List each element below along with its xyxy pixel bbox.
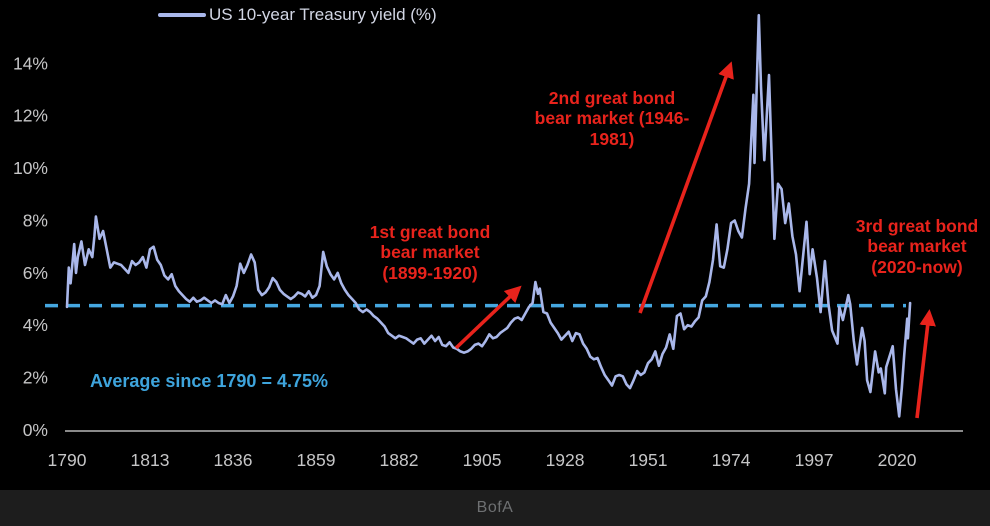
annotation-first-bear-market: 1st great bond bear market (1899-1920): [369, 222, 491, 283]
arrow-first-bear-market: [454, 285, 522, 350]
y-axis-tick-label: 12%: [13, 106, 48, 126]
annotation-third-bear-market: 3rd great bond bear market (2020-now): [855, 216, 979, 277]
x-axis-tick-label: 1859: [297, 450, 336, 470]
y-axis-tick-label: 4%: [23, 315, 48, 335]
x-axis-tick-label: 1790: [48, 450, 87, 470]
y-axis-tick-label: 2%: [23, 368, 48, 388]
x-axis-tick-label: 1813: [131, 450, 170, 470]
legend-label: US 10-year Treasury yield (%): [209, 5, 437, 24]
chart-canvas: 0% 2% 4% 6% 8% 10% 12% 14% 1790 1813 1836 1859 1882 1…: [13, 13, 963, 470]
y-axis-tick-label: 6%: [23, 263, 48, 283]
arrow-third-bear-market: [915, 309, 936, 419]
x-axis-tick-label: 1836: [214, 450, 253, 470]
y-axis-tick-label: 10%: [13, 158, 48, 178]
y-axis-tick-label: 0%: [23, 420, 48, 440]
x-axis-tick-label: 1974: [712, 450, 751, 470]
x-axis-tick-label: 1905: [463, 450, 502, 470]
annotation-second-bear-market: 2nd great bond bear market (1946- 1981): [534, 88, 690, 149]
source-label: BofA: [476, 499, 514, 516]
treasury-yield-chart: 0% 2% 4% 6% 8% 10% 12% 14% 1790 1813 1836 1859 1882 1…: [13, 5, 979, 470]
arrow-second-bear-market: [638, 61, 734, 314]
x-axis-tick-label: 1951: [629, 450, 668, 470]
y-axis-tick-label: 14%: [13, 53, 48, 73]
x-axis-tick-label: 1997: [795, 450, 834, 470]
x-axis-tick-label: 1928: [546, 450, 585, 470]
source-footer: BofA: [0, 490, 990, 526]
x-axis-tick-label: 1882: [380, 450, 419, 470]
y-axis-tick-label: 8%: [23, 210, 48, 230]
treasury-yield-line: [65, 13, 912, 418]
legend: US 10-year Treasury yield (%): [158, 5, 437, 25]
legend-line-swatch: [158, 13, 206, 17]
x-axis-tick-label: 2020: [878, 450, 917, 470]
average-since-1790-label: Average since 1790 = 4.75%: [90, 371, 328, 391]
